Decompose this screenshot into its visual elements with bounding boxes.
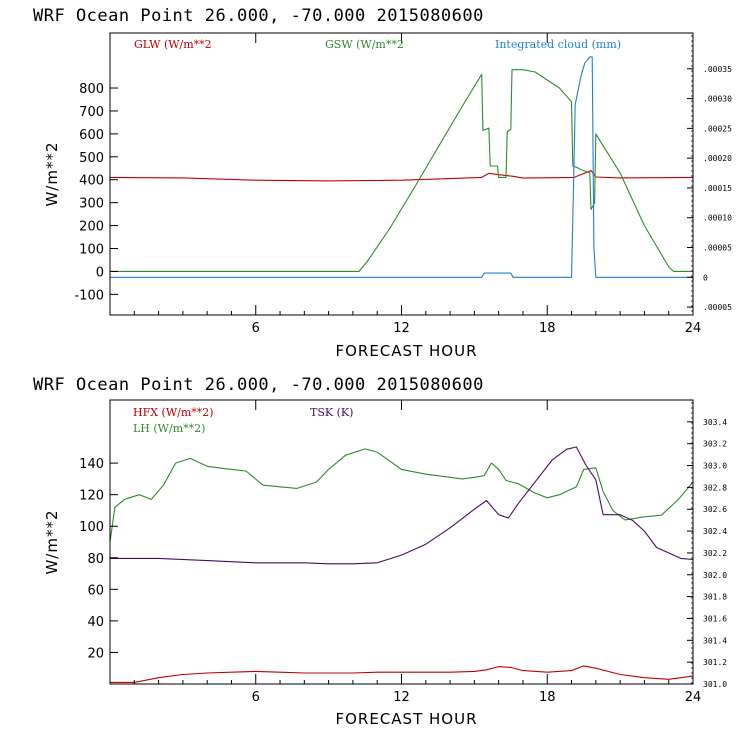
- y2-tick-label: .00010: [703, 214, 732, 223]
- y2-tick-label: 303.0: [703, 462, 727, 471]
- x-axis-title: FORECAST HOUR: [335, 342, 477, 360]
- y-tick-label: 60: [87, 583, 104, 598]
- y2-tick-label: 303.2: [703, 440, 727, 449]
- x-tick-label: 18: [539, 690, 556, 705]
- chart-panel-1: WRF Ocean Point 26.000, -70.000 20150806…: [33, 6, 732, 360]
- y2-tick-label: 302.4: [703, 527, 727, 536]
- y2-tick-label: .00005: [703, 244, 732, 253]
- chart-title: WRF Ocean Point 26.000, -70.000 20150806…: [33, 375, 484, 395]
- y-tick-label: 400: [79, 174, 104, 189]
- y2-tick-label: 302.0: [703, 571, 727, 580]
- y-tick-label: 700: [79, 105, 104, 120]
- y-tick-label: 0: [96, 265, 104, 280]
- y2-tick-label: .00005: [703, 303, 732, 312]
- y-tick-label: 20: [87, 646, 104, 661]
- plot-frame: [109, 32, 694, 316]
- series-line-tsk: [110, 446, 694, 565]
- y2-tick-label: 301.8: [703, 593, 727, 602]
- y-tick-label: 300: [79, 197, 104, 212]
- x-axis-title: FORECAST HOUR: [335, 710, 477, 728]
- chart-panel-2: WRF Ocean Point 26.000, -70.000 20150806…: [33, 375, 727, 728]
- series-line-hfx: [110, 665, 694, 683]
- legend-entry: GLW (W/m**2: [134, 38, 212, 51]
- y2-tick-label: 302.2: [703, 549, 727, 558]
- plot-frame: [109, 399, 694, 685]
- y-tick-label: 100: [79, 520, 104, 535]
- y2-tick-label: 303.4: [703, 418, 727, 427]
- x-tick-label: 24: [685, 321, 702, 336]
- y-axis-title: W/m**2: [43, 141, 61, 206]
- y2-tick-label: 0: [703, 273, 708, 282]
- y2-tick-label: .00035: [703, 65, 732, 74]
- y-tick-label: 200: [79, 220, 104, 235]
- legend-entry: HFX (W/m**2): [133, 406, 214, 419]
- legend-entry: Integrated cloud (mm): [495, 38, 621, 51]
- legend-entry: LH (W/m**2): [133, 422, 205, 435]
- series-line-lh: [109, 448, 694, 543]
- x-tick-label: 12: [393, 321, 410, 336]
- y2-tick-label: 301.4: [703, 636, 727, 645]
- y2-tick-label: 301.0: [703, 680, 727, 689]
- y2-tick-label: 301.2: [703, 658, 727, 667]
- y-tick-label: 40: [87, 615, 104, 630]
- legend-entry: GSW (W/m**2: [325, 38, 404, 51]
- y2-tick-label: 301.6: [703, 614, 727, 623]
- y2-tick-label: .00020: [703, 154, 732, 163]
- y-tick-label: 600: [79, 128, 104, 143]
- x-tick-label: 6: [252, 690, 260, 705]
- series-line-integrated: [110, 56, 693, 278]
- y-tick-label: 800: [79, 82, 104, 97]
- y2-tick-label: .00025: [703, 124, 732, 133]
- series-line-glw: [109, 170, 694, 182]
- y-tick-label: -100: [74, 288, 104, 303]
- y-tick-label: 120: [79, 489, 104, 504]
- legend-entry: TSK (K): [310, 406, 353, 419]
- y2-tick-label: 302.8: [703, 483, 727, 492]
- y-axis-title: W/m**2: [43, 509, 61, 574]
- y2-tick-label: 302.6: [703, 505, 727, 514]
- series-line-gsw: [110, 69, 693, 272]
- y-tick-label: 140: [79, 457, 104, 472]
- x-tick-label: 12: [393, 690, 410, 705]
- y-tick-label: 500: [79, 151, 104, 166]
- chart-title: WRF Ocean Point 26.000, -70.000 20150806…: [33, 6, 484, 26]
- x-tick-label: 6: [252, 321, 260, 336]
- x-tick-label: 24: [685, 690, 702, 705]
- y2-tick-label: .00030: [703, 95, 732, 104]
- y-tick-label: 80: [87, 552, 104, 567]
- y-tick-label: 100: [79, 243, 104, 258]
- y2-tick-label: .00015: [703, 184, 732, 193]
- x-tick-label: 18: [539, 321, 556, 336]
